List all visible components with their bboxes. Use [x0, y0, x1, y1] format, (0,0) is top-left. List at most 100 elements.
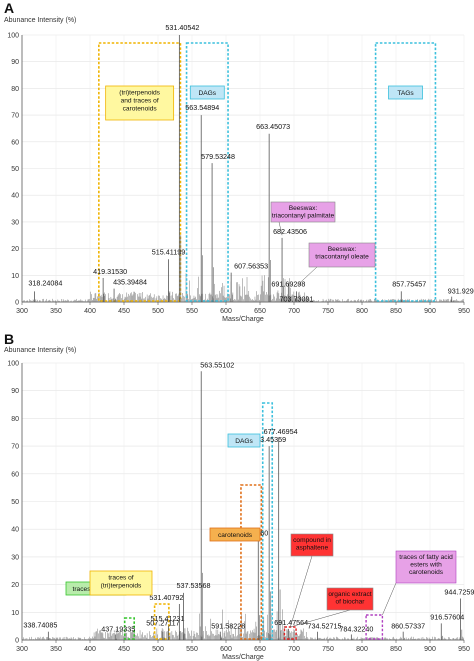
y-tick-label: 50 [11, 166, 19, 173]
peak-label: 338.74085 [23, 621, 57, 630]
annotation-leader [382, 582, 397, 616]
x-tick-label: 450 [118, 308, 130, 315]
y-tick-label: 80 [11, 416, 19, 423]
y-tick-label: 40 [11, 193, 19, 200]
peak-label: 579.53248 [201, 152, 235, 161]
annotation-label-line: compound in [293, 537, 331, 544]
peak-label: 860.57337 [391, 622, 425, 631]
annotation-label-line: of biochar [336, 599, 366, 606]
y-tick-label: 20 [11, 582, 19, 589]
x-tick-label: 500 [152, 308, 164, 315]
region-label-line: traces of [108, 575, 133, 582]
peak-label: 563.54894 [185, 103, 219, 112]
peak-label: 691.69298 [271, 279, 305, 288]
annotation-box-label [270, 201, 336, 223]
peak-label: 515.41231 [150, 614, 184, 623]
y-tick-label: 60 [11, 139, 19, 146]
region-label-box [105, 85, 175, 121]
region-box [240, 484, 263, 640]
y-tick-label: 90 [11, 388, 19, 395]
region-label-line: carotenoids [218, 532, 253, 539]
annotation-label-line: triacontanyl palmitate [272, 213, 335, 220]
annotation-label: Beeswax: triacontanyl oleate [315, 246, 369, 261]
x-tick-label: 850 [390, 646, 402, 653]
y-tick-label: 60 [11, 471, 19, 478]
x-tick-label: 950 [458, 646, 470, 653]
x-tick-label: 300 [16, 646, 28, 653]
peak-label: 677.46954 [264, 427, 298, 436]
annotation-label-line: asphaltene [296, 545, 329, 552]
region-label-line: TAGs [397, 90, 414, 97]
y-tick-label: 30 [11, 219, 19, 226]
region-box [123, 617, 135, 640]
peak-label: 784.32240 [339, 624, 373, 633]
annotation-label: Beeswax: triacontanyl palmitate [272, 205, 335, 220]
x-tick-label: 450 [118, 646, 130, 653]
annotation-label-line: traces of fatty acid [399, 554, 453, 561]
peak-label: 663.45073 [256, 122, 290, 131]
peak-label: 931.92909 [448, 287, 474, 296]
y-axis-label: Abunance Intensity (%) [4, 347, 76, 354]
region-label-line: (tri)terpenoids [101, 583, 142, 590]
region-box [98, 42, 182, 302]
annotation-label-line: esters with [410, 562, 442, 569]
peak-label: 537.53568 [177, 581, 211, 590]
annotation-box [365, 614, 384, 640]
region-label-box [227, 433, 261, 448]
region-box [261, 402, 274, 640]
x-tick-label: 700 [288, 308, 300, 315]
x-tick-label: 500 [152, 646, 164, 653]
x-tick-label: 350 [50, 308, 62, 315]
peak-label: 531.40792 [149, 593, 183, 602]
x-tick-label: 400 [84, 308, 96, 315]
peak-label: 663.45359 [252, 435, 286, 444]
peak-label: 607.56353 [234, 262, 268, 271]
annotation-label-line: carotenoids [409, 569, 444, 576]
x-tick-label: 650 [254, 646, 266, 653]
region-label-box [189, 85, 225, 100]
region-label: (tri)terpenoids and traces of carotenoids [119, 90, 160, 113]
peak-label: 691.47564 [274, 618, 308, 627]
peak-label: 515.41199 [152, 247, 185, 256]
x-tick-label: 600 [220, 646, 232, 653]
peak-label: 944.72590 [444, 587, 474, 596]
x-tick-label: 900 [424, 308, 436, 315]
x-tick-label: 950 [458, 308, 470, 315]
peak-label: 437.19335 [101, 624, 135, 633]
region-label-line: carotenoids [123, 106, 158, 113]
annotation-label: organic extract of biochar [328, 591, 371, 606]
region-label: traces of (tri)terpenoids [101, 575, 142, 590]
region-label-box [209, 527, 261, 542]
x-tick-label: 650 [254, 308, 266, 315]
peak-label: 531.40542 [165, 23, 199, 32]
region-label-line: DAGs [235, 438, 253, 445]
y-tick-label: 10 [11, 273, 19, 280]
annotation-label-line: triacontanyl oleate [315, 254, 369, 261]
y-axis-label: Abunance Intensity (%) [4, 17, 76, 24]
x-tick-label: 550 [186, 646, 198, 653]
annotation-box-label [395, 550, 457, 584]
annotation-leader [290, 555, 313, 628]
region-label-line: DAGs [199, 90, 217, 97]
x-tick-label: 750 [322, 646, 334, 653]
region-label: TAGs [397, 90, 414, 97]
y-tick-label: 50 [11, 499, 19, 506]
x-axis-label: Mass/Charge [222, 654, 264, 661]
region-box [374, 42, 437, 302]
region-label: DAGs [199, 90, 217, 97]
x-tick-label: 300 [16, 308, 28, 315]
peak-label: 734.52715 [307, 622, 341, 631]
peak-label: 318.24084 [28, 278, 62, 287]
region-box [185, 42, 229, 302]
annotation-leader [296, 266, 318, 287]
x-tick-label: 400 [84, 646, 96, 653]
panel-letter: A [4, 0, 14, 16]
x-tick-label: 550 [186, 308, 198, 315]
peak-label: 916.57604 [430, 612, 464, 621]
region-label-line: and traces of [121, 98, 159, 105]
annotation-box-label [290, 533, 334, 557]
annotation-label-line: Beeswax: [328, 246, 357, 253]
region-label: DAGs [235, 438, 253, 445]
